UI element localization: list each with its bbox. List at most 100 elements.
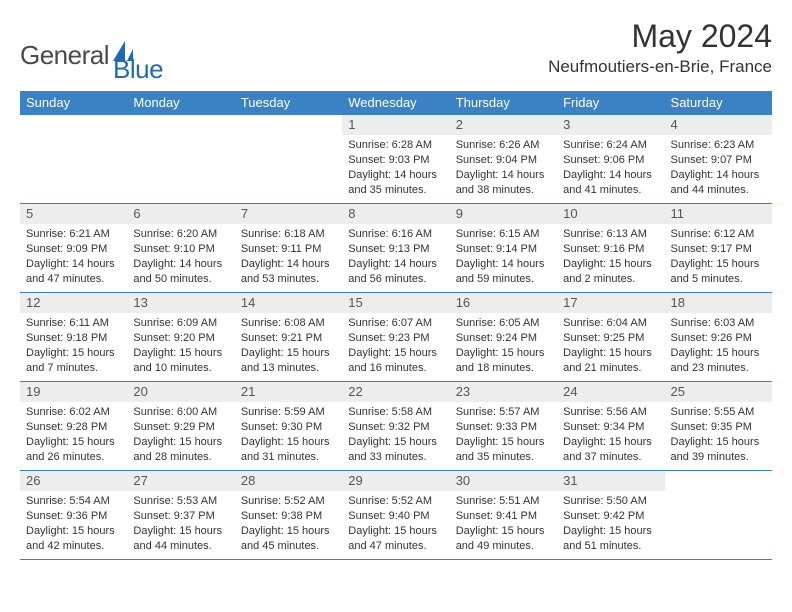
location-subtitle: Neufmoutiers-en-Brie, France <box>548 57 772 77</box>
sunrise-line: Sunrise: 6:23 AM <box>671 138 766 153</box>
sunrise-line: Sunrise: 6:21 AM <box>26 227 121 242</box>
sunrise-line: Sunrise: 6:04 AM <box>563 316 658 331</box>
day-number: 6 <box>127 204 234 224</box>
day-cell: 3Sunrise: 6:24 AMSunset: 9:06 PMDaylight… <box>557 115 664 203</box>
daylight-line: Daylight: 15 hours and 39 minutes. <box>671 435 766 465</box>
sunrise-line: Sunrise: 6:12 AM <box>671 227 766 242</box>
brand-logo: General Blue <box>20 18 163 85</box>
week-row: 26Sunrise: 5:54 AMSunset: 9:36 PMDayligh… <box>20 471 772 560</box>
page-title: May 2024 <box>548 18 772 55</box>
day-number: 28 <box>235 471 342 491</box>
day-number: 9 <box>450 204 557 224</box>
day-cell: 28Sunrise: 5:52 AMSunset: 9:38 PMDayligh… <box>235 471 342 559</box>
daylight-line: Daylight: 14 hours and 50 minutes. <box>133 257 228 287</box>
daylight-line: Daylight: 15 hours and 18 minutes. <box>456 346 551 376</box>
day-details: Sunrise: 5:50 AMSunset: 9:42 PMDaylight:… <box>557 491 664 557</box>
day-cell: 27Sunrise: 5:53 AMSunset: 9:37 PMDayligh… <box>127 471 234 559</box>
day-number: 24 <box>557 382 664 402</box>
day-number: 22 <box>342 382 449 402</box>
sunset-line: Sunset: 9:06 PM <box>563 153 658 168</box>
day-cell: 12Sunrise: 6:11 AMSunset: 9:18 PMDayligh… <box>20 293 127 381</box>
sunset-line: Sunset: 9:29 PM <box>133 420 228 435</box>
daylight-line: Daylight: 15 hours and 5 minutes. <box>671 257 766 287</box>
brand-name-2: Blue <box>113 54 163 84</box>
day-number: 11 <box>665 204 772 224</box>
sunset-line: Sunset: 9:40 PM <box>348 509 443 524</box>
day-number: 4 <box>665 115 772 135</box>
day-details: Sunrise: 5:52 AMSunset: 9:38 PMDaylight:… <box>235 491 342 557</box>
day-cell: 29Sunrise: 5:52 AMSunset: 9:40 PMDayligh… <box>342 471 449 559</box>
weekday-tuesday: Tuesday <box>235 91 342 115</box>
sunset-line: Sunset: 9:16 PM <box>563 242 658 257</box>
sunset-line: Sunset: 9:04 PM <box>456 153 551 168</box>
day-cell: 23Sunrise: 5:57 AMSunset: 9:33 PMDayligh… <box>450 382 557 470</box>
day-number: 10 <box>557 204 664 224</box>
sunrise-line: Sunrise: 6:00 AM <box>133 405 228 420</box>
day-details: Sunrise: 6:23 AMSunset: 9:07 PMDaylight:… <box>665 135 772 201</box>
sunset-line: Sunset: 9:10 PM <box>133 242 228 257</box>
weekday-wednesday: Wednesday <box>342 91 449 115</box>
day-number: 15 <box>342 293 449 313</box>
weekday-thursday: Thursday <box>450 91 557 115</box>
day-number <box>20 115 127 120</box>
day-details: Sunrise: 6:13 AMSunset: 9:16 PMDaylight:… <box>557 224 664 290</box>
day-details: Sunrise: 6:05 AMSunset: 9:24 PMDaylight:… <box>450 313 557 379</box>
sunset-line: Sunset: 9:07 PM <box>671 153 766 168</box>
sunset-line: Sunset: 9:03 PM <box>348 153 443 168</box>
day-cell: 14Sunrise: 6:08 AMSunset: 9:21 PMDayligh… <box>235 293 342 381</box>
sunrise-line: Sunrise: 6:15 AM <box>456 227 551 242</box>
day-number: 12 <box>20 293 127 313</box>
day-cell: 15Sunrise: 6:07 AMSunset: 9:23 PMDayligh… <box>342 293 449 381</box>
sunset-line: Sunset: 9:21 PM <box>241 331 336 346</box>
day-cell-empty <box>127 115 234 203</box>
sunrise-line: Sunrise: 5:55 AM <box>671 405 766 420</box>
sunrise-line: Sunrise: 6:26 AM <box>456 138 551 153</box>
daylight-line: Daylight: 15 hours and 31 minutes. <box>241 435 336 465</box>
daylight-line: Daylight: 14 hours and 47 minutes. <box>26 257 121 287</box>
weekday-header-row: SundayMondayTuesdayWednesdayThursdayFrid… <box>20 91 772 115</box>
sunset-line: Sunset: 9:33 PM <box>456 420 551 435</box>
sunset-line: Sunset: 9:30 PM <box>241 420 336 435</box>
daylight-line: Daylight: 15 hours and 21 minutes. <box>563 346 658 376</box>
sunset-line: Sunset: 9:36 PM <box>26 509 121 524</box>
sunset-line: Sunset: 9:20 PM <box>133 331 228 346</box>
sunrise-line: Sunrise: 5:52 AM <box>348 494 443 509</box>
daylight-line: Daylight: 15 hours and 45 minutes. <box>241 524 336 554</box>
day-details: Sunrise: 6:04 AMSunset: 9:25 PMDaylight:… <box>557 313 664 379</box>
sunset-line: Sunset: 9:24 PM <box>456 331 551 346</box>
day-details: Sunrise: 5:55 AMSunset: 9:35 PMDaylight:… <box>665 402 772 468</box>
daylight-line: Daylight: 14 hours and 44 minutes. <box>671 168 766 198</box>
day-details: Sunrise: 6:15 AMSunset: 9:14 PMDaylight:… <box>450 224 557 290</box>
day-number: 19 <box>20 382 127 402</box>
day-details: Sunrise: 5:59 AMSunset: 9:30 PMDaylight:… <box>235 402 342 468</box>
day-number: 16 <box>450 293 557 313</box>
daylight-line: Daylight: 15 hours and 47 minutes. <box>348 524 443 554</box>
day-details: Sunrise: 6:12 AMSunset: 9:17 PMDaylight:… <box>665 224 772 290</box>
day-details: Sunrise: 6:03 AMSunset: 9:26 PMDaylight:… <box>665 313 772 379</box>
day-cell-empty <box>20 115 127 203</box>
day-details: Sunrise: 5:52 AMSunset: 9:40 PMDaylight:… <box>342 491 449 557</box>
sunrise-line: Sunrise: 6:24 AM <box>563 138 658 153</box>
sunset-line: Sunset: 9:37 PM <box>133 509 228 524</box>
sunrise-line: Sunrise: 5:56 AM <box>563 405 658 420</box>
week-row: 12Sunrise: 6:11 AMSunset: 9:18 PMDayligh… <box>20 293 772 382</box>
day-number: 7 <box>235 204 342 224</box>
day-details: Sunrise: 6:08 AMSunset: 9:21 PMDaylight:… <box>235 313 342 379</box>
sunset-line: Sunset: 9:14 PM <box>456 242 551 257</box>
weekday-monday: Monday <box>127 91 234 115</box>
sunset-line: Sunset: 9:17 PM <box>671 242 766 257</box>
day-cell: 1Sunrise: 6:28 AMSunset: 9:03 PMDaylight… <box>342 115 449 203</box>
day-details: Sunrise: 6:11 AMSunset: 9:18 PMDaylight:… <box>20 313 127 379</box>
daylight-line: Daylight: 15 hours and 26 minutes. <box>26 435 121 465</box>
sunrise-line: Sunrise: 5:58 AM <box>348 405 443 420</box>
day-details: Sunrise: 5:57 AMSunset: 9:33 PMDaylight:… <box>450 402 557 468</box>
sunset-line: Sunset: 9:18 PM <box>26 331 121 346</box>
sunset-line: Sunset: 9:42 PM <box>563 509 658 524</box>
sunset-line: Sunset: 9:32 PM <box>348 420 443 435</box>
day-cell: 25Sunrise: 5:55 AMSunset: 9:35 PMDayligh… <box>665 382 772 470</box>
day-number: 3 <box>557 115 664 135</box>
weekday-sunday: Sunday <box>20 91 127 115</box>
day-cell: 5Sunrise: 6:21 AMSunset: 9:09 PMDaylight… <box>20 204 127 292</box>
sunrise-line: Sunrise: 6:02 AM <box>26 405 121 420</box>
sunrise-line: Sunrise: 6:11 AM <box>26 316 121 331</box>
